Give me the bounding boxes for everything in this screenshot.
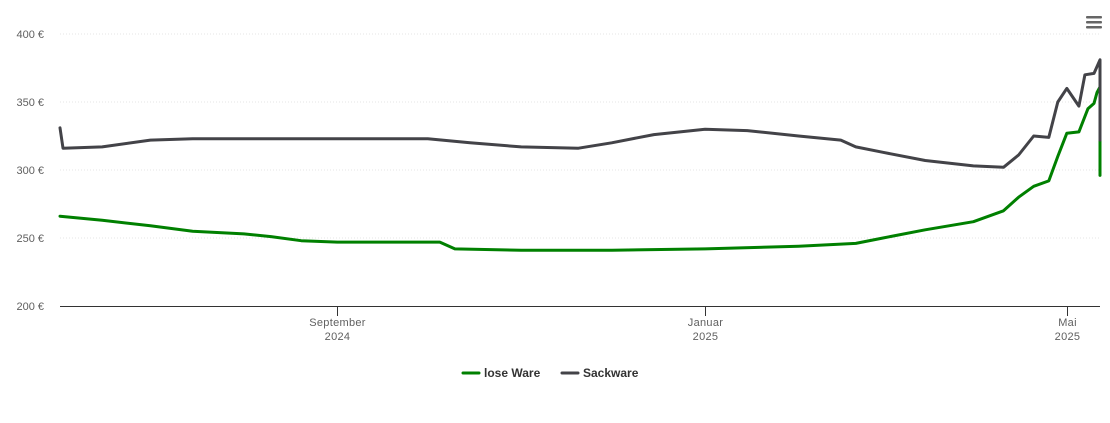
y-tick-label: 250 € bbox=[16, 233, 44, 245]
legend-item-2[interactable]: Sackware bbox=[560, 366, 639, 380]
x-axis: September 2024 Januar 2025 Mai 2025 bbox=[60, 306, 1100, 343]
grid-lines bbox=[60, 33, 1100, 239]
x-tick-year-label: 2024 bbox=[325, 331, 351, 343]
y-axis: 200 € 250 € 300 € 350 € 400 € bbox=[16, 29, 44, 313]
series-lines bbox=[58, 58, 1102, 252]
series-line-1[interactable] bbox=[58, 85, 1102, 252]
hamburger-menu-icon bbox=[1086, 16, 1102, 29]
x-tick-month-label: September bbox=[309, 317, 366, 329]
legend-label: lose Ware bbox=[484, 366, 541, 380]
x-tick-month-label: Mai bbox=[1058, 317, 1077, 329]
x-tick-month-label: Januar bbox=[688, 317, 723, 329]
legend[interactable]: lose Ware Sackware bbox=[461, 366, 639, 380]
legend-label: Sackware bbox=[583, 366, 639, 380]
chart-menu-button[interactable] bbox=[1080, 10, 1106, 34]
x-tick-year-label: 2025 bbox=[1055, 331, 1081, 343]
y-tick-label: 300 € bbox=[16, 165, 44, 177]
series-line-2[interactable] bbox=[58, 58, 1102, 169]
y-tick-label: 400 € bbox=[16, 29, 44, 41]
x-tick-year-label: 2025 bbox=[693, 331, 719, 343]
legend-item-1[interactable]: lose Ware bbox=[461, 366, 541, 380]
y-tick-label: 200 € bbox=[16, 301, 44, 313]
y-tick-label: 350 € bbox=[16, 97, 44, 109]
